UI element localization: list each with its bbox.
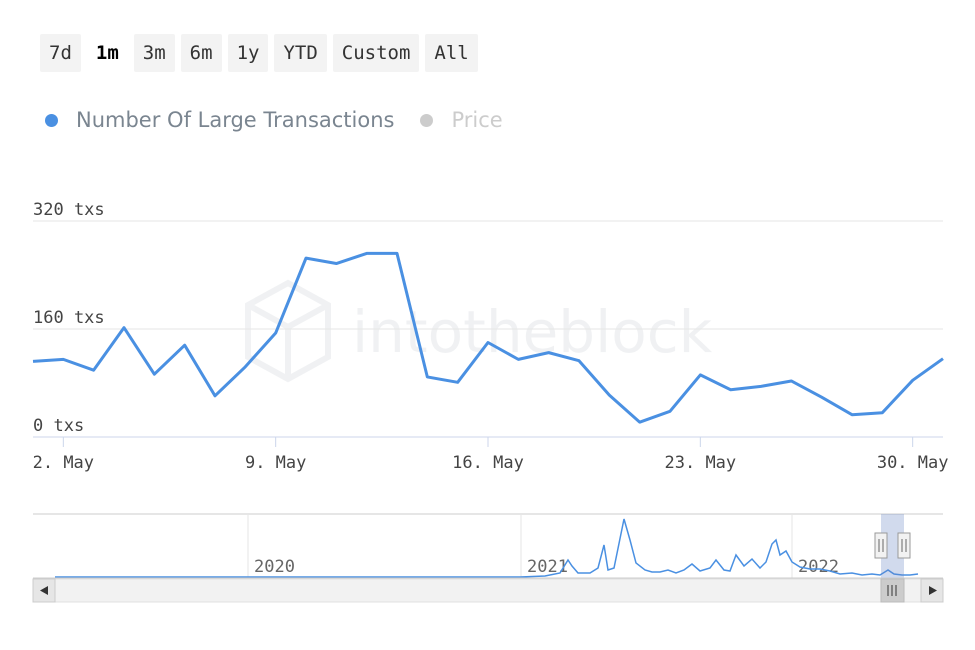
- watermark-logo-icon: [245, 279, 331, 383]
- scrollbar-track[interactable]: [32, 578, 944, 603]
- navigator-right-handle[interactable]: [897, 532, 911, 559]
- x-tick-label: 16. May: [452, 453, 524, 473]
- x-tick-label: 30. May: [877, 453, 949, 473]
- range-button-6m[interactable]: 6m: [180, 34, 222, 72]
- navigator-year-label: 2020: [254, 557, 295, 577]
- range-button-all[interactable]: All: [425, 34, 478, 72]
- x-tick-label: 2. May: [33, 453, 94, 473]
- chevron-left-icon: [40, 586, 48, 595]
- navigator-selected-range: [881, 514, 904, 578]
- range-button-1m[interactable]: 1m: [86, 34, 128, 72]
- legend-item-price[interactable]: Price: [420, 108, 503, 132]
- legend-marker: [45, 113, 58, 127]
- range-selector: 7d 1m 3m 6m 1y YTD Custom All: [40, 34, 478, 72]
- navigator-year-label: 2021: [527, 557, 568, 577]
- navigator-left-handle[interactable]: [874, 532, 888, 559]
- legend-marker: [420, 113, 434, 127]
- navigator-year-label: 2022: [798, 557, 839, 577]
- range-button-custom[interactable]: Custom: [332, 34, 420, 72]
- legend-item-large-transactions[interactable]: Number Of Large Transactions: [45, 108, 394, 132]
- range-button-3m[interactable]: 3m: [133, 34, 175, 72]
- legend: Number Of Large Transactions Price: [45, 108, 529, 132]
- x-tick-label: 23. May: [665, 453, 737, 473]
- range-button-1y[interactable]: 1y: [227, 34, 269, 72]
- series-line-large-transactions: [32, 251, 944, 424]
- navigator-series-line: [55, 518, 919, 578]
- watermark: intotheblock: [245, 279, 713, 383]
- y-tick-label: 0 txs: [33, 416, 84, 436]
- chevron-right-icon: [929, 586, 937, 595]
- range-button-7d[interactable]: 7d: [40, 34, 81, 72]
- x-tick-label: 9. May: [245, 453, 306, 473]
- legend-label: Number Of Large Transactions: [76, 108, 395, 132]
- y-tick-label: 160 txs: [33, 308, 105, 328]
- range-button-ytd[interactable]: YTD: [274, 34, 327, 72]
- y-tick-label: 320 txs: [33, 200, 105, 220]
- legend-label: Price: [451, 108, 503, 132]
